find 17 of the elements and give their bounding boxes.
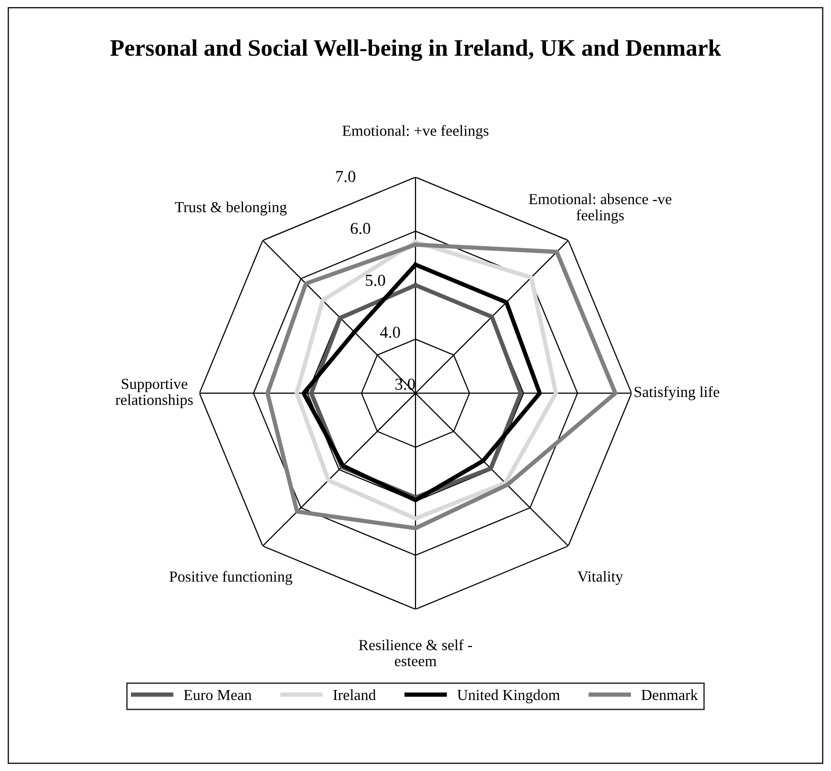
spoke-label: Trust & belonging [174,202,287,216]
chart-title: Personal and Social Well-being in Ireland, UK and Denmark [110,39,722,61]
spoke-label: Resilience & self - esteem [358,639,472,666]
spoke-label: Positive functioning [170,570,292,585]
y-tick-label: 5.0 [366,274,386,286]
spoke-label: Emotional: +ve feelings [342,124,488,140]
y-tick-label: 4.0 [380,326,400,338]
y-tick-label: 6.0 [350,222,370,234]
spoke-label: Emotional: absence -ve feelings [528,193,672,224]
spoke-label: Supportive relationships [116,378,193,408]
spoke-label: Satisfying life [634,386,720,400]
y-tick-label: 7.0 [336,170,356,182]
legend-label: Euro Mean [184,690,252,700]
spoke-label: Vitality [577,570,624,585]
legend-label: United Kingdom [457,689,560,704]
legend-label: Ireland [333,689,376,700]
legend-label: Denmark [642,689,698,700]
